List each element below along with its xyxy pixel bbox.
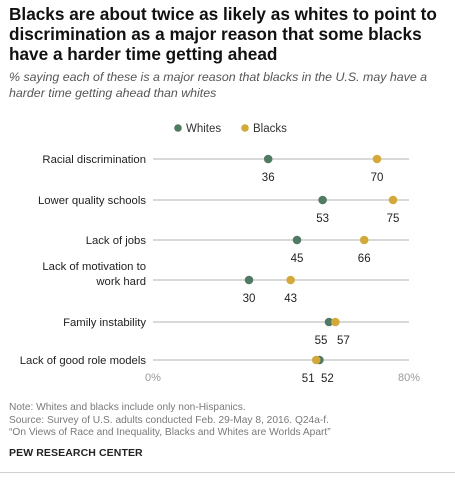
data-point-blacks xyxy=(388,195,398,205)
data-label-blacks: 70 xyxy=(371,172,384,184)
category-label: Lack of jobs xyxy=(86,235,147,247)
x-tick-label: 0% xyxy=(145,372,161,384)
data-label-blacks: 51 xyxy=(302,373,315,385)
bottom-divider xyxy=(0,472,455,473)
data-point-blacks xyxy=(372,154,382,164)
data-label-whites: 36 xyxy=(262,172,275,184)
category-label: Lack of motivation to xyxy=(42,261,146,273)
legend-label-whites: Whites xyxy=(186,123,221,135)
source-line: Source: Survey of U.S. adults conducted … xyxy=(9,414,329,426)
data-label-whites: 52 xyxy=(321,373,334,385)
data-label-blacks: 66 xyxy=(358,253,371,265)
data-point-blacks xyxy=(359,235,369,245)
data-point-whites xyxy=(318,195,327,205)
x-tick-label: 80% xyxy=(398,372,420,384)
legend-marker-whites xyxy=(174,124,182,132)
data-point-whites xyxy=(263,154,273,164)
category-label: work hard xyxy=(95,276,146,288)
category-label: Lack of good role models xyxy=(20,355,147,367)
category-label: Lower quality schools xyxy=(38,195,146,207)
legend-marker-blacks xyxy=(241,124,249,132)
report-title-line: “On Views of Race and Inequality, Blacks… xyxy=(9,427,331,438)
data-point-whites xyxy=(244,275,254,285)
dot-plot: Whites Blacks Racial discrimination 36 70 Low… xyxy=(20,123,420,385)
data-label-whites: 30 xyxy=(243,293,256,305)
data-label-whites: 53 xyxy=(316,213,329,225)
data-label-blacks: 75 xyxy=(387,213,400,225)
chart-notes: Note: Whites and blacks include only non… xyxy=(9,402,449,440)
data-point-whites xyxy=(292,235,302,245)
category-label: Racial discrimination xyxy=(42,154,146,166)
category-label: Family instability xyxy=(63,317,146,329)
legend-label-blacks: Blacks xyxy=(253,123,287,135)
data-label-whites: 45 xyxy=(291,253,304,265)
data-label-blacks: 57 xyxy=(337,335,350,347)
data-point-blacks xyxy=(331,317,340,327)
data-point-blacks xyxy=(286,275,295,285)
chart-subtitle: % saying each of these is a major reason… xyxy=(9,70,428,100)
data-point-blacks xyxy=(311,355,321,365)
chart-title: Blacks are about twice as likely as whit… xyxy=(9,4,437,64)
source-organization: PEW RESEARCH CENTER xyxy=(9,447,143,459)
data-label-blacks: 43 xyxy=(284,293,297,305)
data-point-whites xyxy=(324,317,334,327)
note-line: Note: Whites and blacks include only non… xyxy=(9,402,246,413)
data-label-whites: 55 xyxy=(315,335,328,347)
